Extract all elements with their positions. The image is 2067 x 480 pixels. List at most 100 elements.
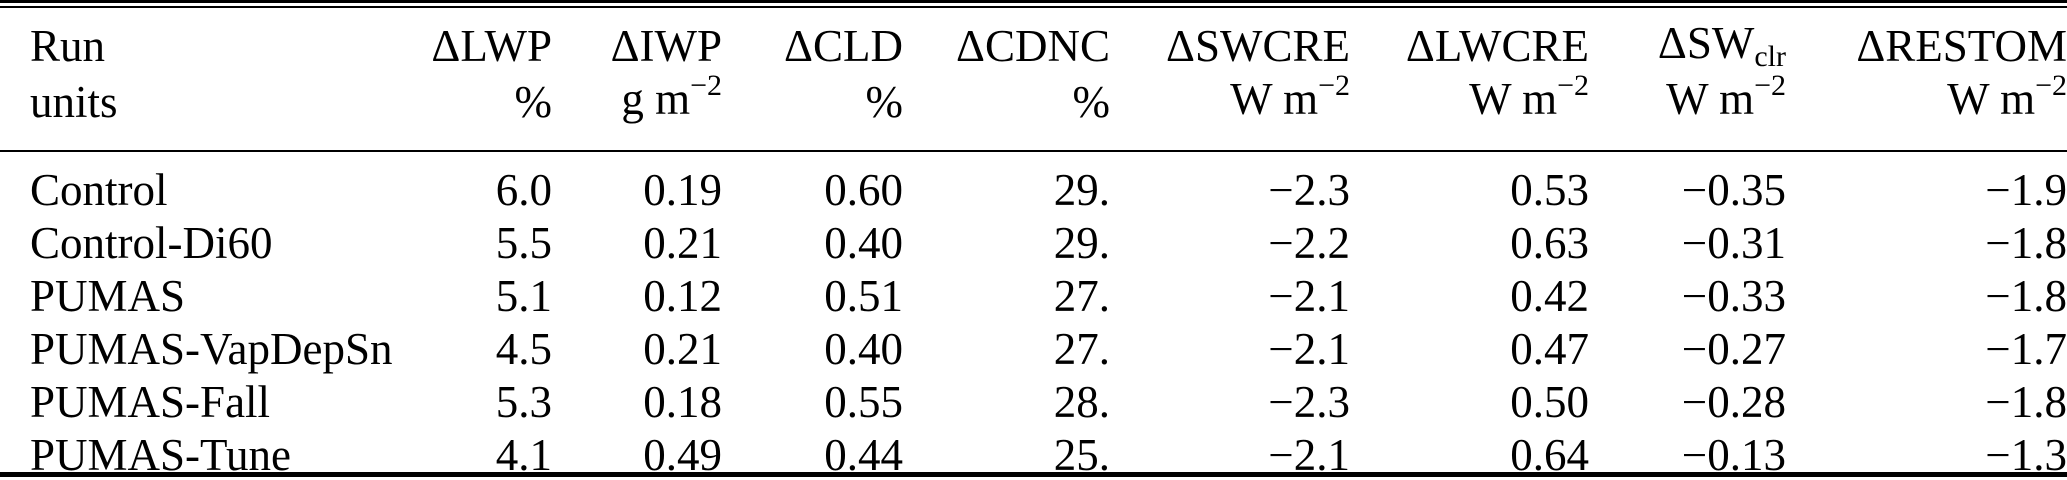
table-row: PUMAS-VapDepSn 4.5 0.21 0.40 27. −2.1 0.47 −0.2… — [0, 323, 2067, 376]
value-cell: 0.18 — [643, 377, 722, 427]
table-row: Control 6.0 0.19 0.60 29. −2.3 0.53 −0.35 −1.9 — [0, 151, 2067, 217]
column-unit: W m−2 — [1350, 69, 1589, 151]
value-cell: −0.33 — [1681, 271, 1786, 321]
run-name-cell: Control — [30, 165, 168, 215]
value-cell: 0.50 — [1510, 377, 1589, 427]
table-bottom-rule — [0, 472, 2067, 477]
value-cell: −2.3 — [1268, 377, 1350, 427]
value-cell: 6.0 — [495, 165, 552, 215]
value-cell: 29. — [1053, 165, 1110, 215]
value-cell: −1.8 — [1985, 377, 2067, 427]
value-cell: −2.3 — [1268, 165, 1350, 215]
value-cell: 0.21 — [643, 218, 722, 268]
value-cell: −0.31 — [1681, 218, 1786, 268]
table-row: Control-Di60 5.5 0.21 0.40 29. −2.2 0.63 −0.31 −… — [0, 217, 2067, 270]
unit-exponent: −2 — [690, 69, 722, 103]
unit-text: % — [1072, 77, 1111, 127]
value-cell: 0.51 — [824, 271, 903, 321]
value-cell: −1.7 — [1985, 324, 2067, 374]
column-unit: g m−2 — [552, 69, 722, 151]
value-cell: 4.5 — [495, 324, 552, 374]
value-cell: 0.40 — [824, 218, 903, 268]
value-cell: 5.1 — [495, 271, 552, 321]
value-cell: 0.19 — [643, 165, 722, 215]
column-header-label: ΔSW — [1657, 18, 1755, 68]
value-cell: −1.8 — [1985, 271, 2067, 321]
value-cell: −0.35 — [1681, 165, 1786, 215]
column-unit: % — [903, 74, 1111, 151]
value-cell: 27. — [1053, 324, 1110, 374]
table-body: Control 6.0 0.19 0.60 29. −2.3 0.53 −0.35 −1.9 Co… — [0, 151, 2067, 480]
column-header: ΔLWCRE — [1350, 8, 1589, 74]
table-top-thin-rule — [0, 6, 2067, 8]
run-name-cell: PUMAS-Tune — [30, 430, 291, 480]
column-header-label: ΔCLD — [784, 21, 903, 71]
run-name-cell: PUMAS — [30, 271, 186, 321]
column-header: ΔCDNC — [903, 8, 1110, 74]
column-unit: % — [420, 74, 553, 151]
value-cell: 0.12 — [643, 271, 722, 321]
column-unit: W m−2 — [1110, 69, 1350, 151]
table-row: PUMAS-Tune 4.1 0.49 0.44 25. −2.1 0.64 −0.13 −1.… — [0, 429, 2067, 480]
value-cell: 0.47 — [1510, 324, 1589, 374]
value-cell: 0.63 — [1510, 218, 1589, 268]
column-header-label: ΔIWP — [610, 21, 722, 71]
value-cell: −2.1 — [1268, 430, 1350, 480]
unit-text: W m — [1230, 74, 1319, 124]
value-cell: 0.60 — [824, 165, 903, 215]
value-cell: 27. — [1053, 271, 1110, 321]
column-header-label: ΔLWP — [431, 21, 552, 71]
value-cell: 28. — [1053, 377, 1110, 427]
value-cell: 25. — [1053, 430, 1110, 480]
run-name-cell: Control-Di60 — [30, 218, 273, 268]
unit-exponent: −2 — [1754, 69, 1786, 103]
value-cell: −2.1 — [1268, 324, 1350, 374]
column-unit: % — [722, 74, 904, 151]
value-cell: −0.27 — [1681, 324, 1786, 374]
value-cell: −1.3 — [1985, 430, 2067, 480]
column-header-subscript: clr — [1754, 40, 1786, 74]
value-cell: 0.49 — [643, 430, 722, 480]
value-cell: 4.1 — [495, 430, 552, 480]
value-cell: −1.9 — [1985, 165, 2067, 215]
unit-text: % — [865, 77, 904, 127]
column-header: ΔSWCRE — [1110, 8, 1350, 74]
results-table: Run ΔLWP ΔIWP ΔCLD ΔCDNC ΔSWCRE ΔLWCRE ΔSWclr ΔR… — [0, 8, 2067, 480]
value-cell: −1.8 — [1985, 218, 2067, 268]
unit-text: W m — [1469, 74, 1558, 124]
value-cell: 5.3 — [495, 377, 552, 427]
value-cell: −2.2 — [1268, 218, 1350, 268]
header-row-units: units% g m−2%% W m−2 W m−2 W m−2 W m−2 — [0, 69, 2067, 151]
column-header-label: ΔSWCRE — [1166, 21, 1350, 71]
table-top-bar-rule — [0, 0, 2067, 3]
unit-exponent: −2 — [1557, 69, 1589, 103]
column-header: ΔRESTOM — [1786, 8, 2067, 74]
unit-text: g m — [621, 74, 691, 124]
column-header-label: ΔLWCRE — [1405, 21, 1589, 71]
unit-text: % — [514, 77, 553, 127]
column-header: ΔSWclr — [1589, 8, 1786, 74]
column-unit: W m−2 — [1589, 69, 1786, 151]
column-header: Run — [0, 8, 420, 74]
value-cell: 0.55 — [824, 377, 903, 427]
column-header: ΔLWP — [420, 8, 552, 74]
run-name-cell: PUMAS-VapDepSn — [30, 324, 393, 374]
value-cell: 0.64 — [1510, 430, 1589, 480]
value-cell: 29. — [1053, 218, 1110, 268]
table-row: PUMAS-Fall 5.3 0.18 0.55 28. −2.3 0.50 −0.28 −1.… — [0, 376, 2067, 429]
units-row-label: units — [30, 77, 118, 127]
unit-exponent: −2 — [2035, 69, 2067, 103]
column-unit: W m−2 — [1786, 69, 2067, 151]
value-cell: 0.44 — [824, 430, 903, 480]
value-cell: −0.28 — [1681, 377, 1786, 427]
column-header-label: ΔRESTOM — [1856, 21, 2067, 71]
column-unit: units — [0, 74, 420, 151]
value-cell: 0.40 — [824, 324, 903, 374]
column-header: ΔCLD — [722, 8, 903, 74]
column-header: ΔIWP — [552, 8, 722, 74]
value-cell: 0.53 — [1510, 165, 1589, 215]
run-name-cell: PUMAS-Fall — [30, 377, 271, 427]
column-header-label: ΔCDNC — [956, 21, 1110, 71]
value-cell: −2.1 — [1268, 271, 1350, 321]
